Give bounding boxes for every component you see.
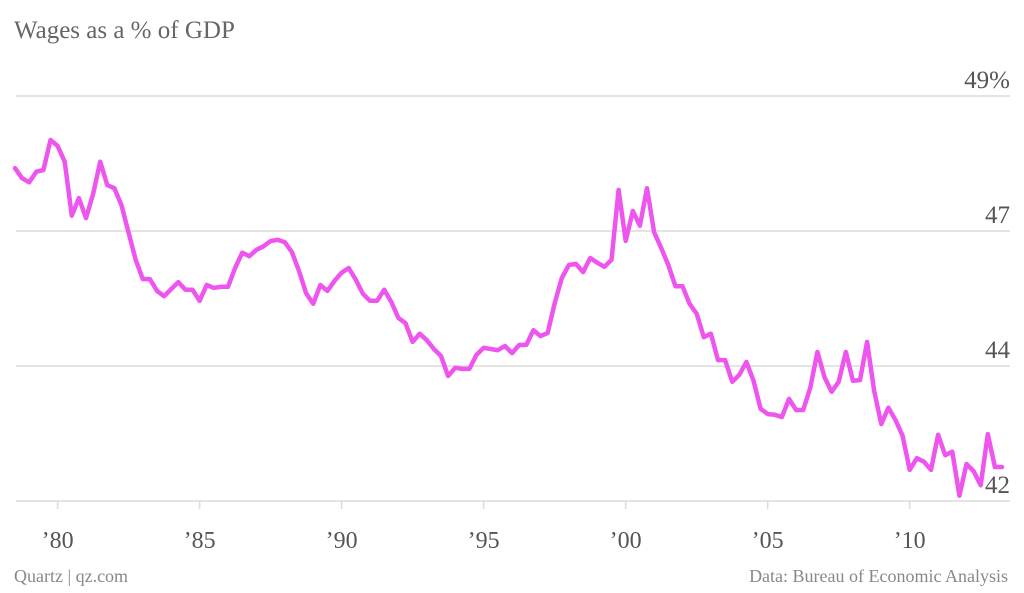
line: [12, 137, 1005, 498]
x-tick-label: ’85: [184, 528, 216, 554]
chart-title: Wages as a % of GDP: [14, 17, 235, 44]
y-tick-label: 47: [985, 202, 1010, 229]
credit: Quartz | qz.com: [14, 566, 128, 586]
x-tick-label: ’00: [610, 528, 642, 554]
x-tick-label: ’10: [894, 528, 926, 554]
y-tick-label: 42: [985, 472, 1010, 499]
x-tick-label: ’80: [42, 528, 74, 554]
x-tick-label: ’95: [468, 528, 500, 554]
y-tick-label: 44: [985, 337, 1011, 364]
y-tick-label: 49%: [964, 67, 1010, 94]
x-tick-label: ’90: [326, 528, 358, 554]
x-tick-label: ’05: [752, 528, 784, 554]
source: Data: Bureau of Economic Analysis: [749, 566, 1008, 586]
